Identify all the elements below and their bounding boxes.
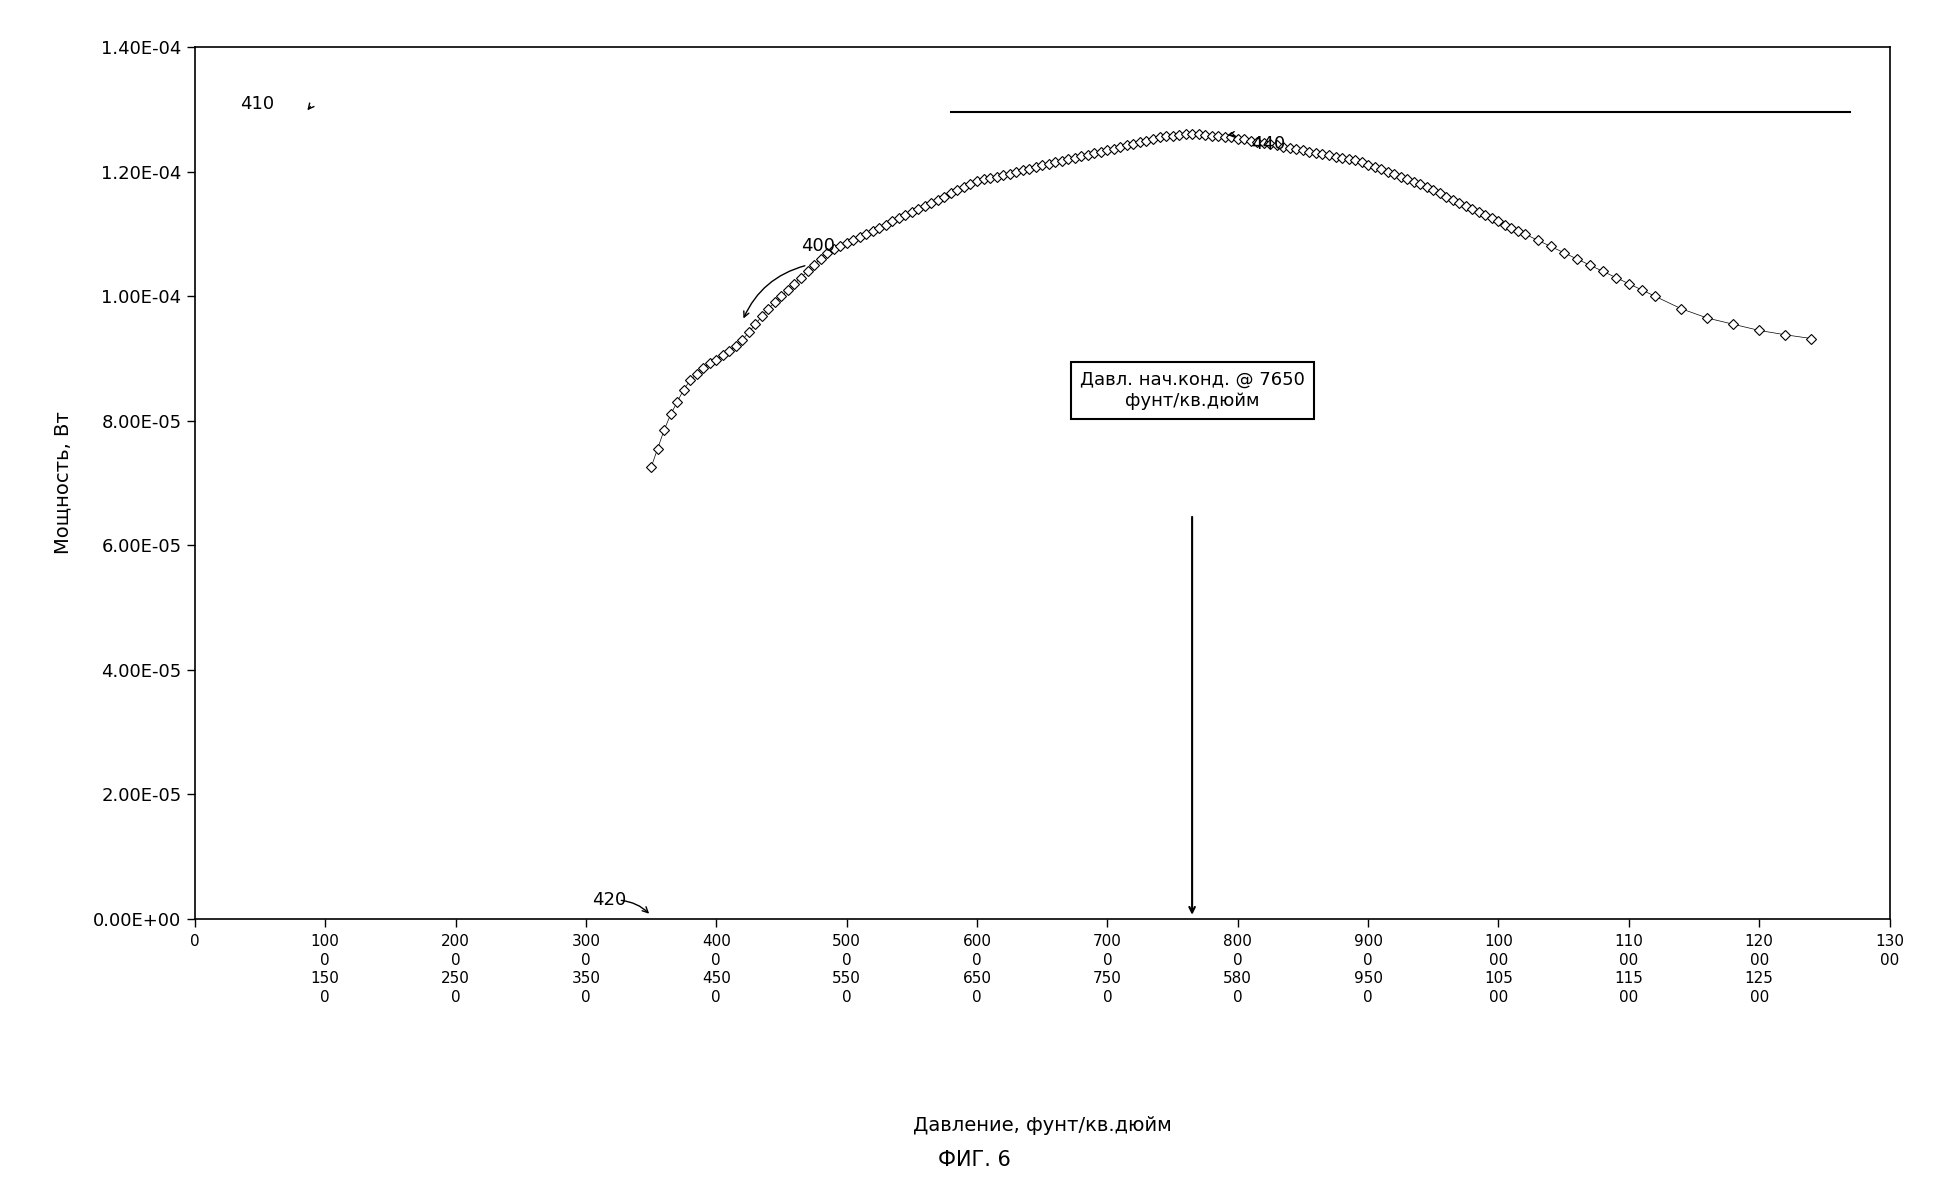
Text: 410: 410 (240, 95, 275, 113)
Text: 440: 440 (1251, 134, 1286, 153)
Y-axis label: Мощность, Вт: Мощность, Вт (53, 411, 72, 555)
Text: ФИГ. 6: ФИГ. 6 (937, 1150, 1011, 1170)
Text: 400: 400 (801, 238, 836, 256)
X-axis label: Давление, фунт/кв.дюйм: Давление, фунт/кв.дюйм (914, 1116, 1171, 1136)
Text: Давл. нач.конд. @ 7650
фунт/кв.дюйм: Давл. нач.конд. @ 7650 фунт/кв.дюйм (1079, 371, 1305, 410)
Text: 420: 420 (592, 892, 627, 909)
